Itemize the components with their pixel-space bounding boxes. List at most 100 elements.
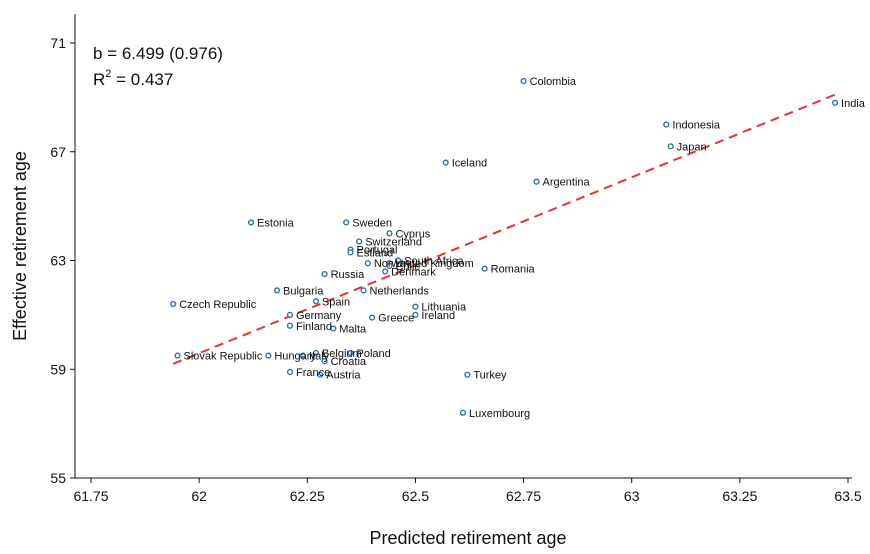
x-tick-label: 62.5	[402, 488, 429, 504]
data-point-label: Poland	[357, 348, 391, 360]
x-ticks: 61.75 62 62.25 62.5 62.75 63 63.25 63.5	[73, 478, 862, 504]
data-point-label: Belgium	[322, 348, 362, 360]
data-point	[247, 219, 255, 226]
data-point-label: Spain	[322, 296, 350, 308]
data-point-label: Chile	[395, 261, 420, 273]
data-point	[356, 238, 363, 245]
data-point-label: United Kingdom	[395, 258, 473, 270]
data-point	[360, 287, 367, 294]
x-tick-label: 62	[191, 488, 207, 504]
data-point	[464, 371, 471, 378]
data-point-label: Slovak Republic	[184, 351, 263, 363]
data-point	[321, 270, 328, 278]
data-point-label: Finland	[296, 321, 332, 333]
data-point	[831, 99, 839, 106]
data-point-label: Hungary	[274, 351, 316, 363]
data-point-label: Iceland	[452, 158, 487, 170]
data-points	[170, 77, 839, 416]
y-tick-label: 71	[50, 35, 66, 51]
y-axis-title: Effective retirement age	[10, 151, 30, 341]
data-point-label: Switzerland	[365, 236, 422, 248]
x-tick-label: 62.25	[290, 488, 325, 504]
axes	[74, 14, 852, 479]
r2-value: = 0.437	[111, 70, 173, 89]
data-point-label: Italy	[309, 351, 330, 363]
data-point-label: Bulgaria	[283, 285, 324, 297]
x-tick-label: 63	[624, 488, 640, 504]
data-point	[364, 260, 371, 267]
data-point	[663, 121, 670, 128]
data-point-label: Norway	[374, 258, 412, 270]
data-point	[265, 352, 272, 359]
data-point-label: Malta	[339, 323, 367, 335]
data-point-label: Lithuania	[421, 302, 467, 314]
data-point	[174, 352, 181, 359]
data-point-label: Ireland	[421, 310, 455, 322]
y-tick-label: 59	[50, 361, 66, 377]
x-axis-title: Predicted retirement age	[369, 528, 566, 548]
data-point-label: Argentina	[543, 177, 591, 189]
data-point-label: Colombia	[530, 76, 577, 88]
data-point	[170, 300, 177, 308]
x-tick-label: 63.5	[834, 488, 861, 504]
y-tick-label: 55	[50, 470, 66, 486]
data-point-label: Romania	[491, 264, 536, 276]
data-point	[382, 268, 389, 275]
r2-base: R	[93, 70, 105, 89]
data-point	[395, 257, 402, 264]
data-point-label: Japan	[677, 141, 707, 153]
data-point-label: Germany	[296, 310, 342, 322]
data-point	[412, 311, 419, 318]
data-point	[386, 262, 393, 270]
data-point	[520, 77, 527, 85]
data-point-label: France	[296, 367, 330, 379]
data-point	[459, 409, 467, 416]
data-point	[312, 298, 320, 305]
data-point	[286, 322, 294, 329]
x-tick-label: 61.75	[73, 488, 108, 504]
data-point	[317, 371, 324, 378]
data-point-label: Turkey	[473, 370, 507, 382]
data-point-label: Netherlands	[370, 285, 430, 297]
y-ticks: 55 59 63 67 71	[50, 35, 75, 486]
x-tick-label: 63.25	[722, 488, 757, 504]
data-point-label: Sweden	[352, 217, 392, 229]
data-point-label: Russia	[331, 269, 366, 281]
data-point	[667, 143, 674, 150]
y-tick-label: 63	[50, 253, 66, 269]
r2-annotation: R2 = 0.437	[93, 68, 173, 89]
data-point-label: Indonesia	[672, 120, 721, 132]
data-point-label: Croatia	[331, 356, 367, 368]
data-point	[533, 178, 540, 185]
data-point	[347, 349, 354, 357]
data-point-label: Estland	[357, 247, 394, 259]
data-point-label: Estonia	[257, 217, 295, 229]
data-point	[343, 219, 350, 226]
data-point	[347, 249, 354, 256]
data-point-label: Greece	[378, 313, 414, 325]
data-point-label: Cyprus	[395, 228, 430, 240]
data-point-label: South Africa	[404, 256, 464, 268]
data-point-label: Czech Republic	[179, 299, 257, 311]
data-point	[412, 303, 419, 310]
data-point	[386, 230, 393, 237]
data-point-label: Luxembourg	[469, 408, 530, 420]
data-point	[321, 357, 328, 365]
data-point	[481, 265, 488, 272]
data-point	[273, 287, 281, 294]
data-point-label: Austria	[326, 370, 361, 382]
data-point	[442, 159, 449, 166]
data-point	[286, 311, 294, 318]
data-point	[369, 314, 376, 321]
slope-annotation: b = 6.499 (0.976)	[93, 44, 223, 63]
data-point	[330, 325, 337, 332]
r2-superscript: 2	[105, 68, 111, 80]
data-point-label: Denmark	[391, 266, 436, 278]
point-labels: India Colombia Indonesia Japan Iceland Argent…	[179, 76, 866, 420]
data-point	[286, 368, 294, 376]
x-tick-label: 62.75	[506, 488, 541, 504]
data-point	[299, 352, 307, 359]
y-tick-label: 67	[50, 144, 66, 160]
data-point	[312, 349, 320, 357]
